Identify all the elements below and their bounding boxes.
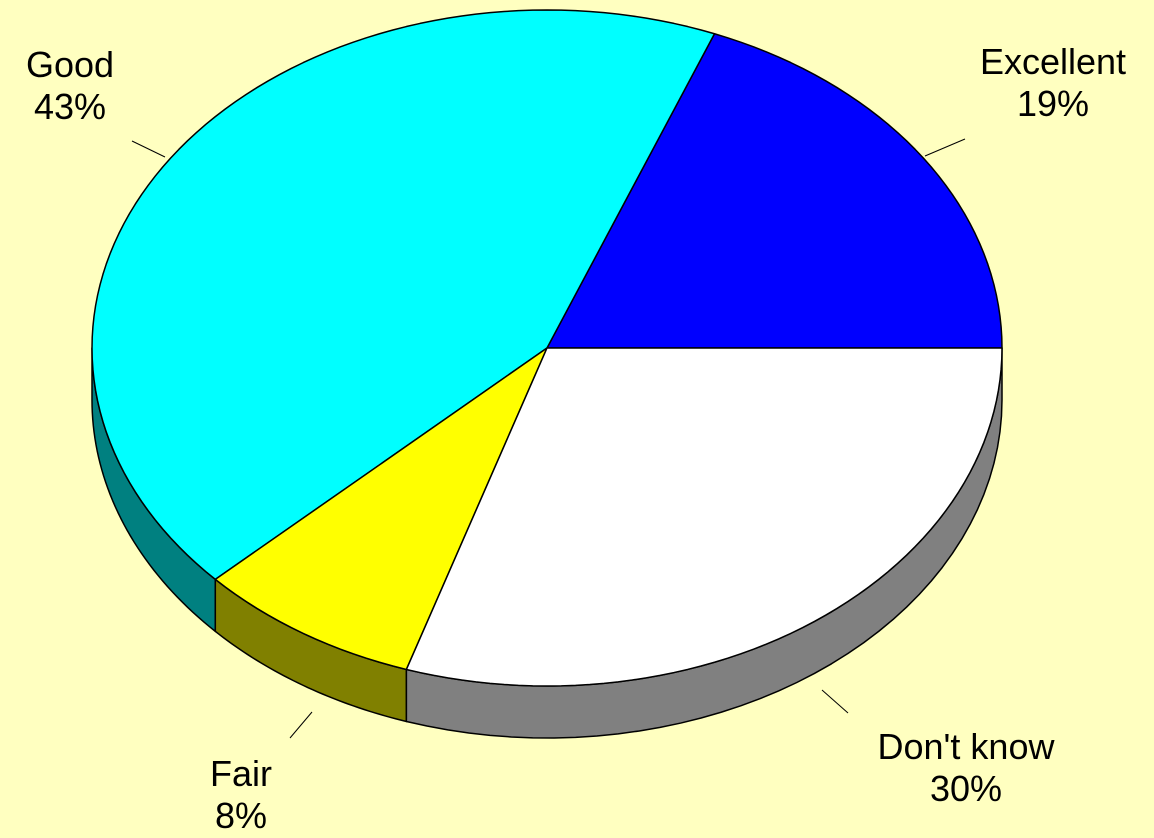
leader-line-excellent xyxy=(924,138,966,157)
pie-slice-good xyxy=(91,9,716,581)
leader-line-don-t-know xyxy=(821,689,849,714)
slice-value-don-t-know: 30% xyxy=(930,768,1002,809)
slice-label-don-t-know: Don't know xyxy=(878,726,1056,767)
label-leader-lines xyxy=(131,138,966,739)
pie-slice-don-t-know xyxy=(405,347,1003,687)
slice-value-excellent: 19% xyxy=(1017,83,1089,124)
pie-slice-fair xyxy=(214,347,548,671)
slice-value-good: 43% xyxy=(34,86,106,127)
slice-value-fair: 8% xyxy=(215,795,267,836)
pie-slice-excellent xyxy=(546,32,1003,349)
pie-slices xyxy=(91,9,1003,687)
leader-line-good xyxy=(131,140,166,158)
slice-label-fair: Fair xyxy=(210,753,272,794)
leader-line-fair xyxy=(289,711,313,739)
slice-label-good: Good xyxy=(26,44,114,85)
slice-label-excellent: Excellent xyxy=(980,41,1126,82)
